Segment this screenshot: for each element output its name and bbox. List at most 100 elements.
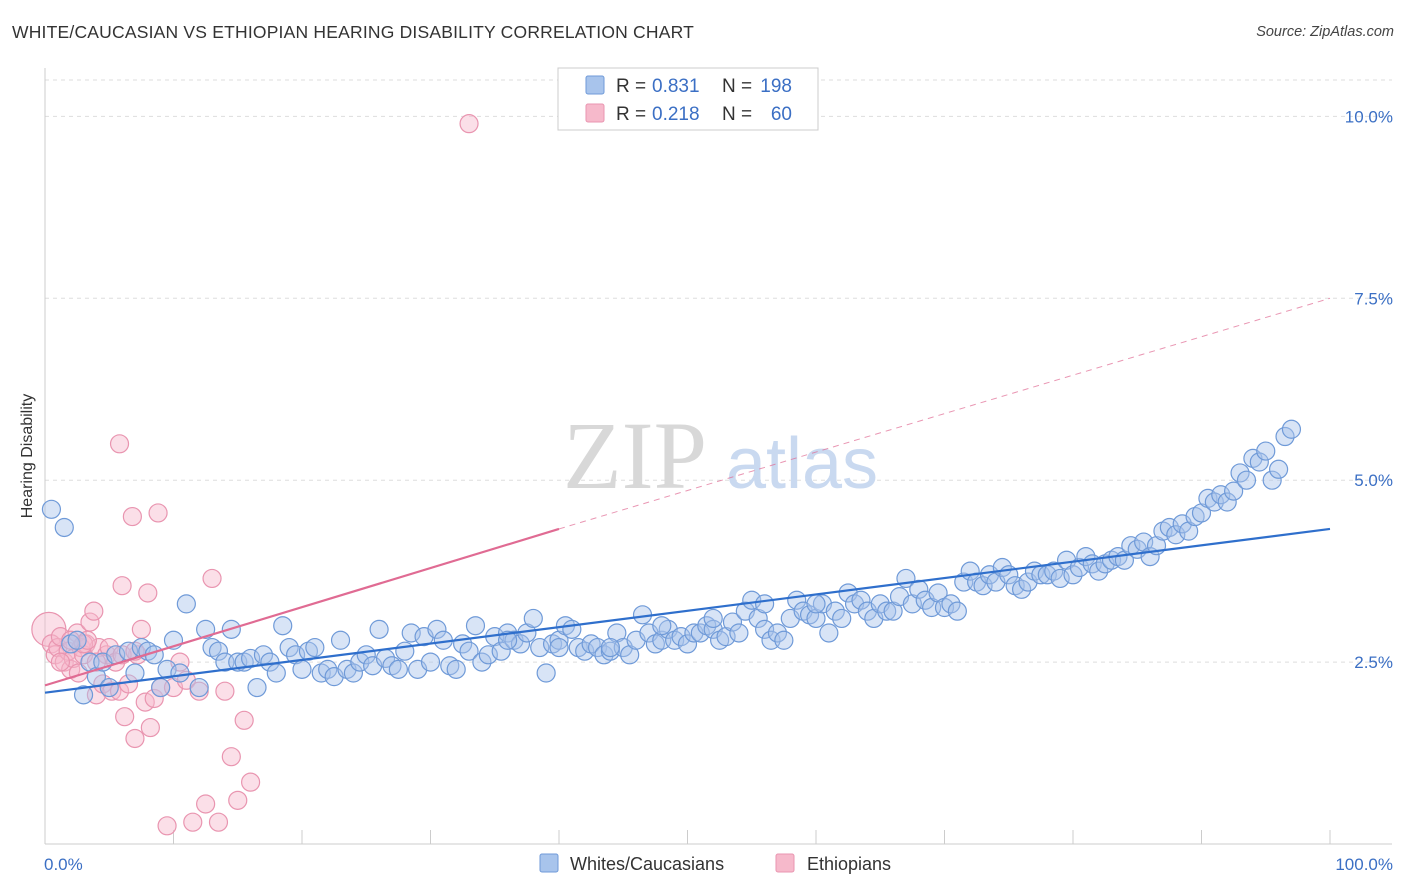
whites-point bbox=[754, 594, 775, 614]
whites-point bbox=[742, 590, 762, 610]
ethiopians-point bbox=[196, 794, 216, 814]
ethiopians-points bbox=[31, 114, 479, 836]
axes bbox=[44, 68, 1392, 845]
whites-point bbox=[1011, 579, 1032, 599]
whites-point bbox=[208, 641, 229, 661]
ethiopians-point bbox=[112, 576, 132, 596]
whites-point bbox=[170, 663, 190, 683]
whites-point bbox=[196, 619, 216, 639]
whites-point bbox=[832, 608, 852, 629]
whites-point bbox=[568, 637, 588, 658]
whites-point bbox=[472, 652, 492, 672]
whites-point bbox=[388, 659, 408, 679]
whites-point bbox=[542, 634, 563, 654]
whites-point bbox=[1089, 561, 1109, 581]
tick-labels: 2.5% 5.0% 7.5% 10.0% 0.0% 100.0% bbox=[44, 107, 1393, 874]
whites-point bbox=[697, 616, 717, 636]
whites-point bbox=[382, 656, 402, 676]
ethiopians-point bbox=[50, 652, 71, 672]
whites-point bbox=[1069, 557, 1090, 578]
y-tick-label-2: 7.5% bbox=[1354, 289, 1393, 308]
whites-point bbox=[202, 637, 222, 658]
whites-point bbox=[1236, 470, 1257, 490]
legend-n-value-1: 198 bbox=[760, 76, 792, 97]
watermark-atlas: atlas bbox=[726, 424, 878, 504]
ethiopians-trend-extension bbox=[558, 297, 1331, 530]
ethiopians-point bbox=[241, 772, 261, 792]
whites-point bbox=[1050, 568, 1070, 589]
ethiopians-point bbox=[112, 645, 132, 665]
whites-point bbox=[247, 677, 267, 698]
ethiopians-point bbox=[109, 434, 130, 454]
whites-point bbox=[677, 634, 698, 654]
whites-point bbox=[645, 634, 665, 654]
whites-point bbox=[1159, 517, 1179, 538]
whites-point bbox=[67, 630, 87, 650]
whites-point bbox=[934, 597, 955, 618]
whites-point bbox=[343, 663, 363, 683]
ethiopians-point bbox=[144, 688, 164, 709]
whites-point bbox=[825, 601, 845, 621]
whites-point bbox=[1256, 441, 1276, 461]
whites-point bbox=[722, 612, 743, 632]
ethiopians-point bbox=[115, 707, 135, 727]
whites-point bbox=[395, 641, 415, 661]
legend-r-value-2: 0.218 bbox=[652, 104, 700, 125]
trend-lines bbox=[44, 297, 1331, 694]
whites-point bbox=[754, 619, 775, 639]
whites-point bbox=[819, 623, 839, 643]
legend-r-label-2: R = bbox=[616, 104, 646, 125]
whites-point bbox=[157, 659, 177, 679]
whites-point bbox=[767, 623, 788, 643]
whites-point bbox=[690, 623, 710, 643]
chart-title: WHITE/CAUCASIAN VS ETHIOPIAN HEARING DIS… bbox=[12, 22, 694, 42]
whites-point bbox=[1281, 419, 1302, 439]
whites-point bbox=[369, 619, 389, 639]
ethiopians-point bbox=[234, 710, 254, 730]
whites-point bbox=[562, 619, 582, 639]
y-axis-title: Hearing Disability bbox=[19, 394, 36, 519]
whites-points bbox=[41, 419, 1302, 705]
bottom-legend: Whites/Caucasians Ethiopians bbox=[539, 853, 891, 874]
ethiopians-point bbox=[183, 812, 203, 832]
x-tick-label-0: 0.0% bbox=[44, 855, 83, 874]
whites-point bbox=[575, 641, 595, 661]
whites-point bbox=[1268, 459, 1289, 479]
ethiopians-point bbox=[131, 619, 151, 639]
whites-point bbox=[600, 637, 621, 658]
whites-point bbox=[947, 601, 967, 621]
whites-point bbox=[305, 637, 325, 658]
whites-point bbox=[1198, 488, 1218, 508]
whites-point bbox=[1185, 506, 1205, 527]
ethiopians-point bbox=[459, 114, 479, 134]
whites-point bbox=[530, 637, 550, 658]
whites-point bbox=[176, 594, 196, 614]
whites-point bbox=[1166, 525, 1186, 545]
ethiopians-point bbox=[125, 728, 145, 749]
ethiopians-point bbox=[148, 503, 168, 523]
y-tick-label-0: 2.5% bbox=[1354, 653, 1393, 672]
whites-point bbox=[478, 645, 498, 665]
whites-point bbox=[279, 637, 299, 658]
legend-r-label-1: R = bbox=[616, 76, 646, 97]
whites-point bbox=[61, 634, 81, 654]
watermark-zip: ZIP bbox=[563, 402, 707, 509]
whites-point bbox=[1230, 463, 1250, 483]
bottom-legend-swatch-pink bbox=[775, 853, 795, 873]
ethiopians-trend-line bbox=[44, 527, 560, 687]
whites-point bbox=[498, 630, 518, 650]
whites-point bbox=[459, 641, 479, 661]
ethiopians-point bbox=[208, 812, 229, 832]
whites-point bbox=[806, 594, 826, 614]
ethiopians-point bbox=[102, 681, 122, 701]
whites-point bbox=[54, 517, 74, 538]
whites-point bbox=[1153, 521, 1173, 541]
whites-point bbox=[151, 677, 171, 698]
x-tick-label-1: 100.0% bbox=[1335, 855, 1393, 874]
whites-point bbox=[581, 634, 601, 654]
ethiopians-point bbox=[122, 506, 142, 527]
whites-point bbox=[266, 663, 286, 683]
whites-point bbox=[851, 590, 871, 610]
whites-point bbox=[549, 637, 569, 658]
bottom-legend-label-ethiopians: Ethiopians bbox=[807, 854, 891, 874]
